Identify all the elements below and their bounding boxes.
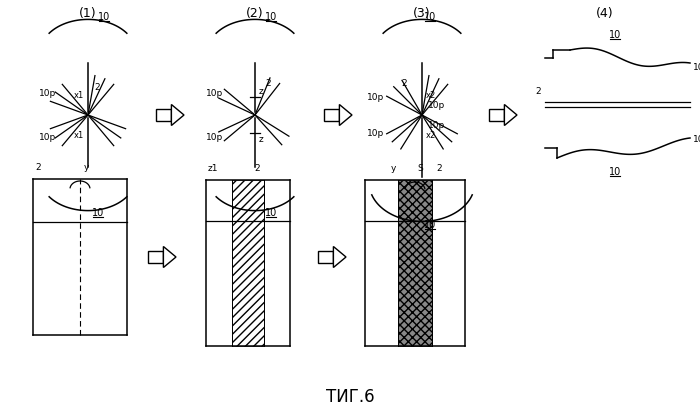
Text: x1: x1 (74, 90, 84, 100)
Text: 10: 10 (424, 12, 436, 22)
Text: y: y (391, 164, 396, 173)
Text: 2: 2 (436, 164, 442, 173)
Text: 10: 10 (609, 30, 621, 40)
Text: 2: 2 (401, 78, 407, 88)
Text: 10p: 10p (367, 93, 384, 102)
Text: 10: 10 (265, 12, 277, 22)
Text: 2: 2 (94, 83, 99, 91)
Text: 10p: 10p (693, 136, 700, 144)
Polygon shape (333, 247, 346, 268)
Text: 10: 10 (98, 12, 110, 22)
Text: y: y (84, 163, 90, 172)
Text: x2: x2 (426, 130, 436, 139)
Polygon shape (340, 105, 352, 125)
Text: 2: 2 (265, 78, 271, 88)
Polygon shape (505, 105, 517, 125)
Text: 10p: 10p (693, 63, 700, 73)
Polygon shape (148, 251, 163, 263)
Text: z: z (259, 134, 264, 144)
Text: 10p: 10p (206, 88, 223, 98)
Polygon shape (318, 251, 333, 263)
Text: 10p: 10p (38, 132, 56, 142)
Text: (3): (3) (413, 7, 430, 20)
Text: 10: 10 (424, 220, 436, 230)
Polygon shape (489, 109, 505, 121)
Text: (2): (2) (246, 7, 264, 20)
Polygon shape (172, 105, 184, 125)
Bar (232, 180, 264, 346)
Text: 2: 2 (254, 164, 260, 173)
Text: x1: x1 (74, 130, 84, 139)
Text: 10p: 10p (428, 100, 445, 110)
Text: z1: z1 (208, 164, 218, 173)
Text: (4): (4) (596, 7, 614, 20)
Bar (398, 180, 432, 346)
Text: (1): (1) (79, 7, 97, 20)
Polygon shape (324, 109, 340, 121)
Text: 10p: 10p (38, 88, 56, 98)
Text: S: S (417, 164, 423, 173)
Text: z: z (259, 86, 264, 95)
Text: 10: 10 (609, 167, 621, 177)
Text: 10p: 10p (367, 129, 384, 137)
Polygon shape (163, 247, 176, 268)
Text: x2: x2 (426, 90, 436, 100)
Text: 2: 2 (536, 88, 541, 97)
Text: ΤИГ.6: ΤИГ.6 (326, 388, 374, 406)
Text: 10p: 10p (206, 132, 223, 142)
Polygon shape (156, 109, 172, 121)
Text: 10: 10 (265, 208, 277, 218)
Text: 10p: 10p (428, 120, 445, 129)
Text: 2: 2 (35, 163, 41, 172)
Text: 10: 10 (92, 208, 104, 218)
